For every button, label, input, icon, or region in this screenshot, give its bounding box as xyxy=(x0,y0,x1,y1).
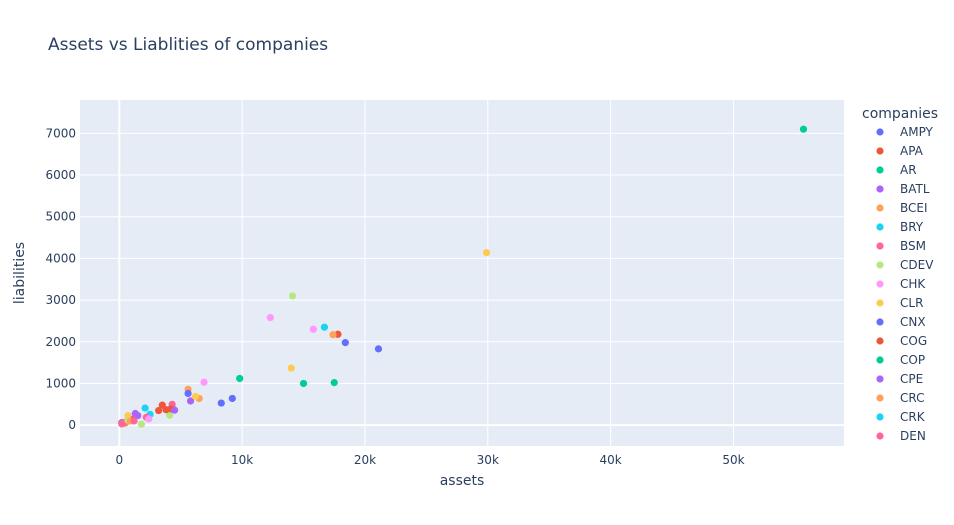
legend-marker xyxy=(876,147,884,155)
legend-item-label: CPE xyxy=(900,372,923,386)
data-point-ampy xyxy=(228,394,236,403)
data-point-den xyxy=(118,420,126,428)
legend-marker xyxy=(876,242,884,250)
x-tick-label: 10k xyxy=(231,453,253,467)
y-tick-label: 3000 xyxy=(45,293,76,307)
legend-item-label: BATL xyxy=(900,182,930,196)
data-point-clr xyxy=(124,411,132,420)
data-point-cpe xyxy=(134,411,142,420)
y-tick-label: 2000 xyxy=(45,335,76,349)
legend-marker xyxy=(876,280,884,288)
legend-marker xyxy=(876,356,884,364)
legend-item-label: AMPY xyxy=(900,125,934,139)
y-tick-label: 7000 xyxy=(45,126,76,140)
data-point-chk xyxy=(145,415,153,423)
data-point-ar xyxy=(299,379,308,388)
legend-marker xyxy=(876,299,884,307)
legend-item-label: CRK xyxy=(900,410,926,424)
legend-item-label: BCEI xyxy=(900,201,928,215)
legend-item-label: CNX xyxy=(900,315,926,329)
legend-item-label: COP xyxy=(900,353,925,367)
y-tick-label: 4000 xyxy=(45,251,76,265)
legend-item-label: CDEV xyxy=(900,258,934,272)
legend-marker xyxy=(876,261,884,269)
y-tick-label: 6000 xyxy=(45,168,76,182)
legend-item-label: AR xyxy=(900,163,917,177)
data-point-clr xyxy=(287,364,295,372)
data-point-cdev xyxy=(288,292,297,300)
data-point-clr xyxy=(482,248,491,257)
legend-marker xyxy=(876,166,884,174)
legend-item-label: CHK xyxy=(900,277,926,291)
data-point-ampy xyxy=(341,339,349,347)
x-tick-label: 20k xyxy=(354,453,376,467)
legend-item-label: COG xyxy=(900,334,927,348)
legend-item-label: CLR xyxy=(900,296,923,310)
legend-marker xyxy=(876,223,884,231)
legend-marker xyxy=(876,375,884,383)
legend-item-label: APA xyxy=(900,144,924,158)
plot-area xyxy=(80,100,844,446)
x-axis-title: assets xyxy=(440,473,485,489)
data-point-chk xyxy=(200,378,208,386)
legend-marker xyxy=(876,337,884,345)
data-point-bry xyxy=(320,323,329,331)
y-tick-label: 0 xyxy=(68,418,76,432)
legend-item-label: DEN xyxy=(900,429,926,443)
x-tick-label: 30k xyxy=(477,453,499,467)
legend-item-label: BSM xyxy=(900,239,926,253)
data-point-ar xyxy=(799,125,808,133)
x-tick-label: 0 xyxy=(115,453,123,467)
y-axis-title: liabilities xyxy=(12,242,28,304)
data-point-batl xyxy=(186,397,195,405)
legend-title: companies xyxy=(862,106,938,122)
data-point-cdev xyxy=(137,420,146,428)
legend-marker xyxy=(876,394,884,402)
data-point-chk xyxy=(309,325,317,333)
data-point-cnx xyxy=(184,389,192,398)
data-point-clr xyxy=(191,392,200,400)
y-tick-label: 5000 xyxy=(45,210,76,224)
data-point-ar xyxy=(236,374,244,383)
data-point-cdev xyxy=(166,411,174,419)
data-point-ampy xyxy=(217,399,225,407)
data-point-cpe xyxy=(170,406,179,414)
data-point-chk xyxy=(266,314,274,322)
legend-marker xyxy=(876,185,884,193)
legend-item-label: BRY xyxy=(900,220,924,234)
legend-marker xyxy=(876,413,884,421)
axis-ticks: 0 10k 20k 30k 40k 50k 0 1000 2000 3000 4000 5000 600… xyxy=(45,126,744,467)
data-point-bcei xyxy=(329,331,337,339)
x-tick-label: 50k xyxy=(722,453,744,467)
legend: AMPY APA AR BATL BCEI BRY BSM CDEV CHK CLR CNX COG C… xyxy=(876,125,934,443)
data-point-ar xyxy=(330,379,338,387)
legend-marker xyxy=(876,432,884,440)
chart-title: Assets vs Liablities of companies xyxy=(48,35,328,55)
x-tick-label: 40k xyxy=(600,453,622,467)
data-point-den xyxy=(130,417,138,425)
data-point-apa xyxy=(155,406,163,415)
legend-marker xyxy=(876,204,884,212)
y-tick-label: 1000 xyxy=(45,376,76,390)
legend-marker xyxy=(876,128,884,136)
data-point-ampy xyxy=(374,345,383,353)
data-points xyxy=(118,125,808,428)
data-point-bry xyxy=(141,404,149,412)
legend-item-label: CRC xyxy=(900,391,925,405)
legend-marker xyxy=(876,318,884,326)
